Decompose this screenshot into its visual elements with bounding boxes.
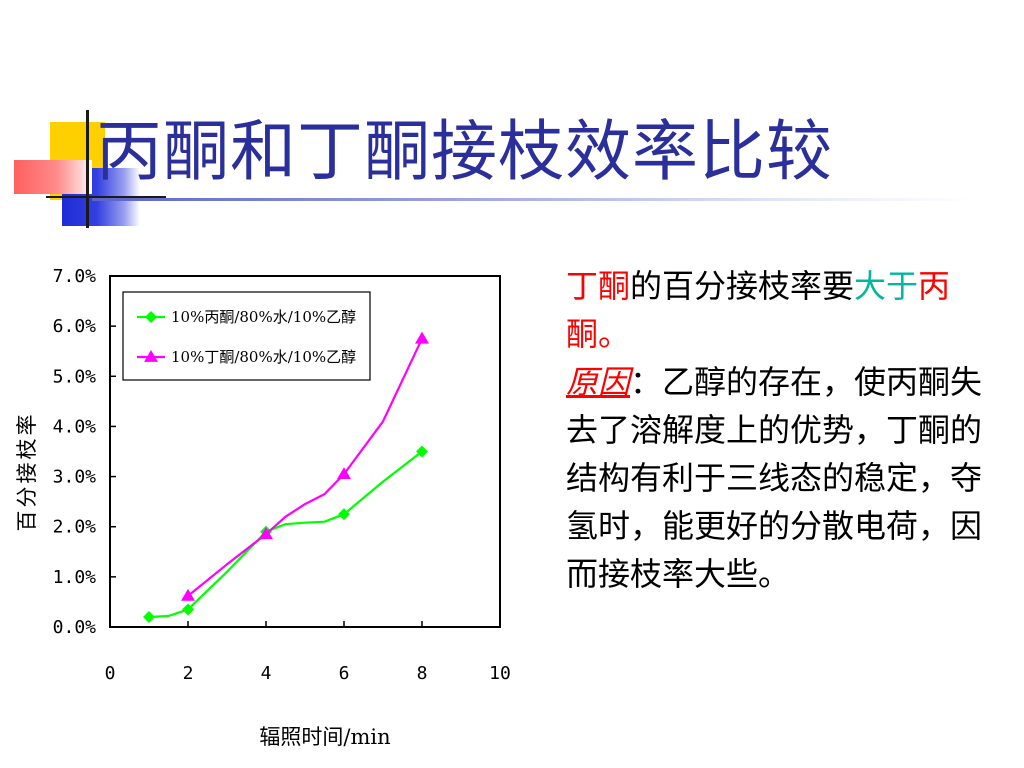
y-tick-label: 6.0%: [53, 316, 97, 337]
title-decoration-vertical-line: [86, 110, 89, 228]
x-axis-title: 辐照时间/min: [259, 725, 390, 749]
series-2-point: [415, 331, 429, 344]
legend-item: 10%丁酮/80%水/10%乙醇: [137, 348, 356, 366]
reason-text: 乙醇的存在，使丙酮失去了溶解度上的优势，丁酮的结构有利于三线态的稳定，夺氢时，能…: [566, 363, 983, 593]
y-tick-label: 1.0%: [53, 567, 97, 588]
explanation-text: 丁酮的百分接枝率要大于丙酮。原因：乙醇的存在，使丙酮失去了溶解度上的优势，丁酮的…: [566, 262, 1006, 598]
y-tick-label: 0.0%: [53, 617, 97, 638]
x-tick-label: 2: [183, 663, 194, 684]
y-tick-label: 3.0%: [53, 467, 97, 488]
y-tick-label: 7.0%: [53, 266, 97, 287]
x-tick-label: 4: [261, 663, 272, 684]
series-2-point: [181, 588, 195, 601]
y-axis-title: 百分接枝率: [15, 412, 39, 532]
reason-colon: ：: [630, 363, 663, 401]
y-axis-ticks: 0.0% 1.0% 2.0% 3.0% 4.0% 5.0% 6.0% 7.0%: [53, 266, 116, 638]
x-tick-label: 10: [489, 663, 511, 684]
legend-label: 10%丙酮/80%水/10%乙醇: [171, 308, 356, 326]
title-decoration-red-block: [14, 160, 92, 194]
series-2-line: [187, 338, 423, 597]
butanone-highlight: 丁酮: [566, 267, 631, 305]
y-tick-label: 5.0%: [53, 366, 97, 387]
chart-legend: 10%丙酮/80%水/10%乙醇 10%丁酮/80%水/10%乙醇: [122, 291, 371, 381]
legend-box: [122, 291, 371, 381]
legend-item: 10%丙酮/80%水/10%乙醇: [137, 308, 356, 326]
series-1-point: [143, 610, 155, 623]
series-2-point: [337, 467, 351, 479]
legend-swatch-marker: [144, 350, 158, 362]
slide-title: 丙酮和丁酮接枝效率比较: [96, 113, 833, 190]
series-1-line: [148, 450, 423, 619]
title-decoration-horizontal-line: [46, 196, 166, 198]
title-underline: [92, 198, 972, 201]
acetone-highlight: 丙酮。: [566, 267, 951, 353]
x-tick-label: 8: [417, 663, 428, 684]
series-layer: [143, 331, 429, 623]
x-axis-ticks: 0 2 4 6 8 10: [105, 621, 511, 684]
x-tick-label: 6: [339, 663, 350, 684]
reason-label: 原因: [566, 363, 631, 401]
series-2: [181, 331, 429, 601]
series-1-point: [338, 508, 350, 521]
greater-than-highlight: 大于: [854, 267, 919, 305]
x-tick-label: 0: [105, 663, 116, 684]
series-1-point: [182, 603, 194, 616]
series-2-point: [259, 527, 273, 540]
y-tick-label: 4.0%: [53, 416, 97, 437]
y-tick-label: 2.0%: [53, 517, 97, 538]
legend-swatch-marker: [145, 311, 157, 323]
legend-label: 10%丁酮/80%水/10%乙醇: [171, 348, 356, 366]
comparison-text: 的百分接枝率要: [630, 267, 855, 305]
series-1-point: [416, 445, 428, 458]
grafting-rate-line-chart: 0.0% 1.0% 2.0% 3.0% 4.0% 5.0% 6.0% 7.0% 0 2 4 6 8 10…: [15, 266, 511, 749]
